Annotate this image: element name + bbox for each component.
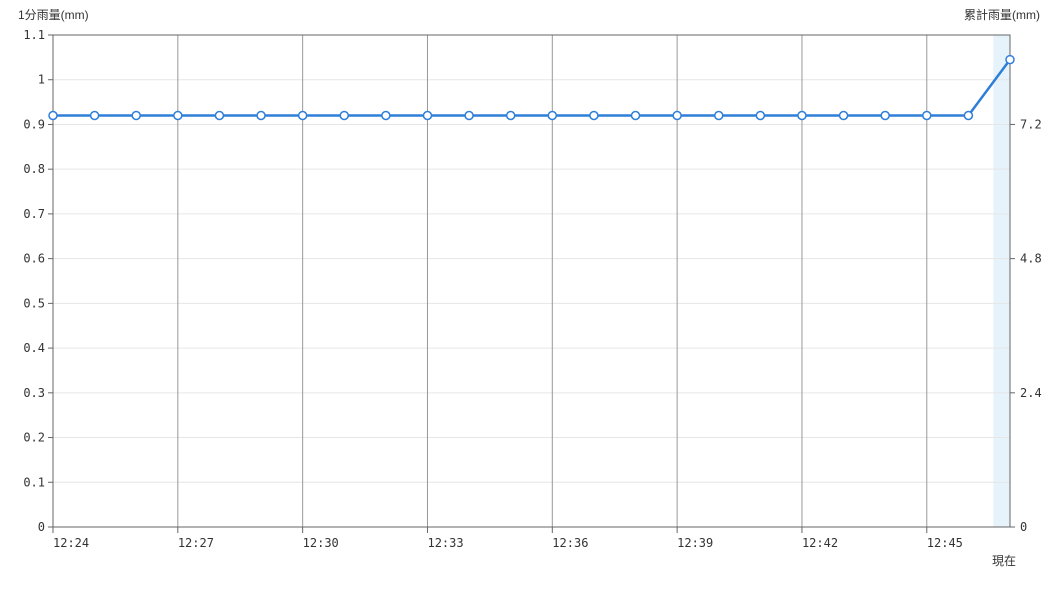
data-point-marker[interactable] [49,112,57,120]
data-point-marker[interactable] [798,112,806,120]
data-point-marker[interactable] [340,112,348,120]
data-point-marker[interactable] [632,112,640,120]
data-point-marker[interactable] [423,112,431,120]
data-point-marker[interactable] [715,112,723,120]
x-tick-label: 12:33 [427,536,463,550]
y-right-axis-title: 累計雨量(mm) [964,7,1040,22]
data-point-marker[interactable] [923,112,931,120]
rainfall-chart: 0 0.1 0.2 0.3 0.4 0.5 0.6 0.7 0.8 0.9 1 1.1 0 2.4 4.8 7… [0,0,1050,600]
data-point-marker[interactable] [590,112,598,120]
y-left-tick-label: 0.2 [23,431,45,445]
data-point-marker[interactable] [964,112,972,120]
data-point-marker[interactable] [174,112,182,120]
y-right-tick-label: 4.8 [1020,252,1042,266]
data-point-marker[interactable] [132,112,140,120]
data-point-marker[interactable] [1006,56,1014,64]
x-tick-label: 12:24 [53,536,89,550]
current-time-band [993,35,1010,527]
data-point-marker[interactable] [382,112,390,120]
data-point-marker[interactable] [91,112,99,120]
data-point-marker[interactable] [881,112,889,120]
y-left-tick-label: 0.9 [23,117,45,131]
y-left-tick-label: 0.1 [23,475,45,489]
data-point-marker[interactable] [257,112,265,120]
y-left-tick-label: 1 [38,73,45,87]
x-tick-label: 12:30 [303,536,339,550]
y-left-tick-label: 0.6 [23,252,45,266]
data-point-marker[interactable] [548,112,556,120]
y-left-tick-label: 0.5 [23,296,45,310]
data-point-marker[interactable] [465,112,473,120]
current-label: 現在 [992,554,1016,568]
x-tick-label: 12:42 [802,536,838,550]
x-tick-label: 12:39 [677,536,713,550]
y-left-tick-label: 0 [38,520,45,534]
x-tick-label: 12:27 [178,536,214,550]
data-point-marker[interactable] [673,112,681,120]
y-left-tick-label: 0.4 [23,341,45,355]
data-point-marker[interactable] [215,112,223,120]
data-point-marker[interactable] [507,112,515,120]
y-right-tick-label: 2.4 [1020,386,1042,400]
y-left-tick-label: 0.8 [23,162,45,176]
x-tick-label: 12:36 [552,536,588,550]
data-point-marker[interactable] [756,112,764,120]
y-right-tick-label: 0 [1020,520,1027,534]
y-left-tick-label: 1.1 [23,28,45,42]
y-left-tick-label: 0.7 [23,207,45,221]
data-point-marker[interactable] [299,112,307,120]
y-right-tick-label: 7.2 [1020,117,1042,131]
y-left-axis-title: 1分雨量(mm) [18,8,89,22]
y-left-tick-label: 0.3 [23,386,45,400]
x-tick-label: 12:45 [927,536,963,550]
chart-svg: 0 0.1 0.2 0.3 0.4 0.5 0.6 0.7 0.8 0.9 1 1.1 0 2.4 4.8 7… [0,0,1050,600]
data-point-marker[interactable] [840,112,848,120]
